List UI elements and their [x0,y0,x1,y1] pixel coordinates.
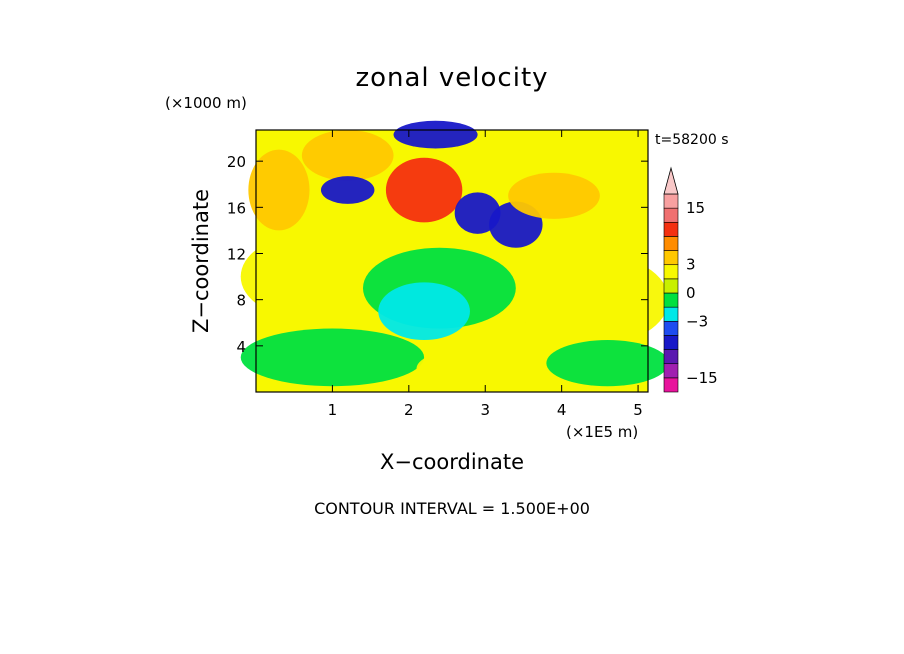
y-axis-ticks: 4 8 12 16 20 [227,153,648,356]
heatmap-region [378,282,470,341]
colorbar-swatch [663,264,679,280]
colorbar-label: 3 [686,256,696,274]
x-axis-label: X−coordinate [380,450,524,474]
y-tick-label: 20 [227,153,246,171]
colorbar-swatch [663,221,679,237]
x-axis-ticks: 1 2 3 4 5 [328,130,643,419]
heatmap-region [393,120,478,149]
colorbar-swatch [663,320,679,336]
x-tick-label: 5 [633,401,643,419]
heatmap-region [240,236,363,317]
colorbar-swatch [663,306,679,322]
colorbar-swatch [663,292,679,308]
x-tick-label: 1 [328,401,338,419]
heatmap-region [240,328,425,387]
x-tick-label: 4 [557,401,567,419]
colorbar-swatch [663,335,679,350]
colorbar-arrow [663,166,679,195]
heatmap-region [416,351,493,387]
plot-frame [255,129,649,393]
colorbar-swatch [663,250,679,266]
colorbar-swatch [663,278,679,294]
chart-title: zonal velocity [355,63,548,93]
y-tick-label: 8 [236,292,246,310]
heatmap-region [301,130,394,181]
x-tick-label: 2 [404,401,414,419]
colorbar-swatch [663,207,679,223]
heatmap-region [546,340,669,387]
colorbar-swatch [663,377,679,393]
colorbar-swatch [663,193,679,209]
time-label: t=58200 s [655,132,729,148]
y-unit-label: (×1000 m) [165,94,247,112]
colorbar-label: −15 [686,369,718,387]
y-tick-label: 12 [227,245,246,263]
x-unit-label: (×1E5 m) [566,423,638,441]
x-tick-label: 3 [480,401,490,419]
heatmap-region [320,176,375,204]
contour-interval-text: CONTOUR INTERVAL = 1.500E+00 [314,499,590,518]
colorbar-label: −3 [686,312,708,330]
y-tick-label: 16 [227,199,246,217]
heatmap-region [248,149,310,231]
colorbar-label: 15 [686,199,705,217]
y-axis-label: Z−coordinate [189,189,213,333]
heatmap-region [515,253,669,346]
heatmap-region [454,192,501,234]
heatmap-region [508,172,600,219]
colorbar-swatch [663,363,679,379]
heatmap-region [385,157,463,223]
heatmap-plot-area [240,120,669,392]
colorbar-swatch [663,236,679,251]
colorbar: 15 3 0 −3 −15 [663,166,718,393]
y-tick-label: 4 [236,338,246,356]
colorbar-label: 0 [686,284,696,302]
colorbar-swatch [663,349,679,365]
